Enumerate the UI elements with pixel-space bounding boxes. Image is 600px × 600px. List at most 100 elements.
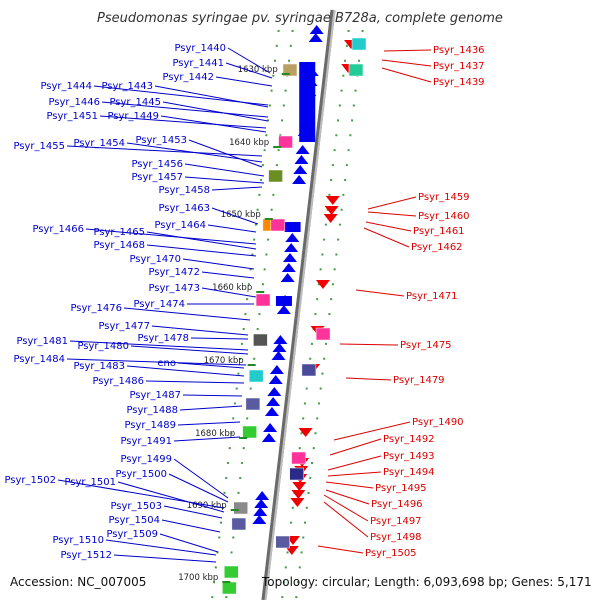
gene-label-right: Psyr_1497 [370,516,422,527]
backbone-highlight [264,9,336,600]
right-leader-line [325,489,370,505]
gene-label-right: Psyr_1436 [433,45,485,56]
left-leader-line [145,380,245,384]
left-leader-line [225,62,273,79]
left-leader-line [201,287,257,298]
feature-block [253,333,268,347]
reverse-gene-arrow [290,498,305,507]
forward-gene-arrow [281,263,296,272]
scale-tick-label: 1680 kbp [195,429,235,439]
left-leader-line [69,340,249,351]
gene-label-left: Psyr_1481 [16,336,68,347]
gene-label-left: Psyr_1476 [70,303,122,314]
gene-label-right: Psyr_1439 [433,77,485,88]
gene-label-right: Psyr_1495 [375,483,427,494]
right-leader-line [327,455,382,471]
forward-gene-arrow [269,365,284,374]
accession-text: Accession: NC_007005 [10,575,146,589]
gene-label-right: Psyr_1498 [370,532,422,543]
left-leader-line [163,505,223,519]
scale-ticks: 1630 kbp 1640 kbp 1650 kbp 1660 kbp 1670 kbp… [178,65,290,583]
gene-label-left: Psyr_1442 [162,72,214,83]
gene-label-left: Psyr_1512 [60,550,112,561]
gene-label-right: Psyr_1462 [411,242,463,253]
feature-block [242,425,257,439]
feature-block [268,169,283,183]
left-leader-line [162,101,269,122]
gene-label-left: Psyr_1486 [92,376,144,387]
gene-label-right: Psyr_1460 [418,211,470,222]
gene-label-right: Psyr_1490 [412,417,464,428]
gene-label-left: Psyr_1474 [133,299,185,310]
left-leader-line [188,139,263,168]
reverse-gene-arrow [323,214,338,223]
gene-label-left: Psyr_1480 [77,341,129,352]
left-leader-line [146,244,257,257]
reverse-gene-arrow [292,482,307,491]
gene-label-left: Psyr_1499 [120,454,172,465]
forward-gene-arrow [276,305,291,314]
gene-label-right: Psyr_1461 [413,226,465,237]
feature-block [315,327,331,341]
left-leader-line [207,224,257,233]
feature-block [270,218,286,232]
gene-label-left: Psyr_1449 [107,111,159,122]
forward-gene-arrow [253,507,268,516]
gene-label-left: Psyr_1440 [174,43,226,54]
forward-gene-arrow [292,175,307,184]
left-leader-line [227,47,271,74]
gene-label-left: Psyr_1487 [129,390,181,401]
left-leader-line [99,115,267,129]
feature-block [351,37,367,51]
feature-block [291,451,306,465]
left-leader-line [66,145,263,157]
gene-label-left: Psyr_1500 [115,469,167,480]
gene-label-left: Psyr_1443 [101,81,153,92]
left-leader-line [146,231,257,250]
left-leader-line [177,421,241,426]
right-leader-line [365,221,412,232]
left-leader-line [182,258,255,270]
left-leader-line [184,163,265,177]
left-leader-line [101,101,269,118]
gene-label-left: Psyr_1478 [137,333,189,344]
scale-tick-label: 1690 kbp [187,501,227,511]
forward-gene-arrow [294,155,309,164]
left-leader-line [113,554,217,563]
feature-block [289,467,304,481]
forward-gene-block [299,62,316,142]
right-leader-line [329,438,382,456]
left-leader-line [117,481,225,513]
gene-labels: Psyr_1440 Psyr_1441 Psyr_1442 Psyr_1444 Psyr… [4,43,484,561]
map-title: Pseudomonas syringae pv. syringae B728a,… [97,11,503,26]
forward-gene-arrow [271,351,286,360]
right-leader-line [367,196,417,210]
reverse-gene-arrow [324,206,339,215]
left-leader-line [184,176,265,184]
left-leader-line [105,539,217,556]
right-leader-line [339,343,399,346]
gene-label-left: Psyr_1454 [73,138,125,149]
gene-label-left: Psyr_1445 [109,97,161,108]
left-leader-line [66,358,247,366]
forward-gene-arrow [254,499,269,508]
gene-label-left: Psyr_1470 [129,254,181,265]
scale-tick-label: 1650 kbp [221,210,261,220]
right-leader-line [317,545,364,554]
left-leader-line [154,85,269,108]
right-leader-line [381,67,432,83]
forward-gene-arrow [273,335,288,344]
gene-label-left: Psyr_1477 [98,321,150,332]
right-leader-line [323,501,369,538]
forward-gene-arrow [272,343,287,352]
gene-label-left: Psyr_1444 [40,81,92,92]
left-leader-line [211,186,263,191]
feature-block [275,535,291,549]
gene-label-right: Psyr_1475 [400,340,452,351]
feature-block [233,501,248,515]
scale-tick-label: 1700 kbp [178,573,218,583]
left-leader-line [201,271,255,279]
forward-gene-arrow [263,423,278,432]
right-leader-line [327,471,382,477]
